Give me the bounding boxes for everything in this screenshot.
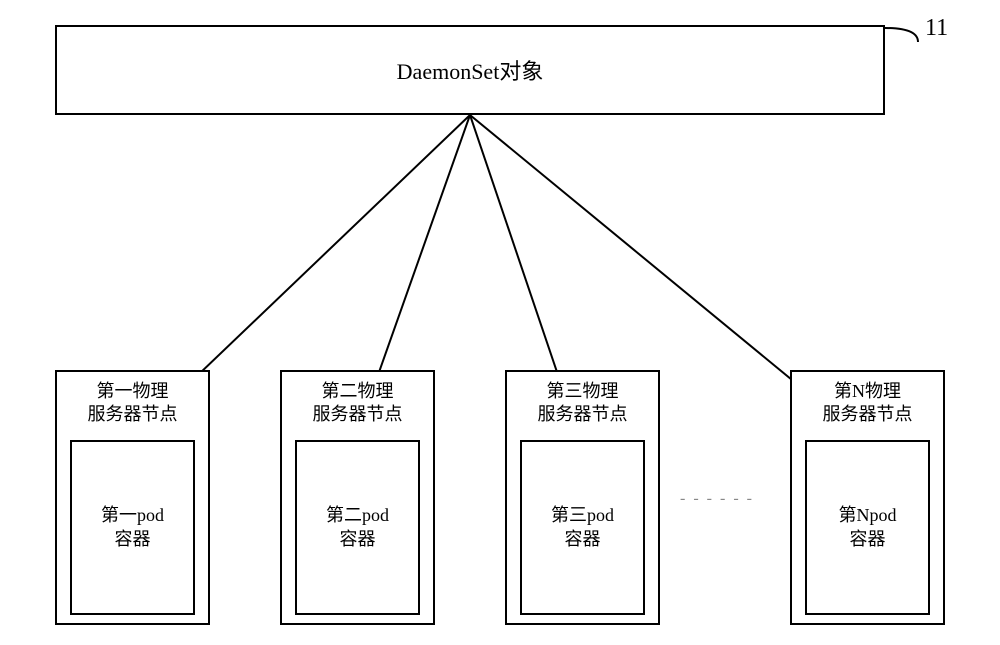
reference-leader-line	[885, 28, 918, 42]
server-label-line1: 第三物理	[538, 380, 628, 403]
pod-container: 第一pod容器	[70, 440, 195, 615]
pod-label-line1: 第三pod	[551, 504, 614, 527]
pod-container: 第Npod容器	[805, 440, 930, 615]
pod-container: 第三pod容器	[520, 440, 645, 615]
pod-container: 第二pod容器	[295, 440, 420, 615]
reference-number: 11	[925, 15, 948, 42]
pod-label-line1: 第Npod	[839, 504, 897, 527]
pod-label-line1: 第二pod	[326, 504, 389, 527]
pod-label-line2: 容器	[839, 528, 897, 551]
pod-label-line2: 容器	[326, 528, 389, 551]
arrows-group	[130, 115, 865, 440]
server-label: 第二物理服务器节点	[313, 380, 403, 427]
server-label-line2: 服务器节点	[88, 403, 178, 426]
reference-number-text: 11	[925, 15, 948, 41]
server-label: 第一物理服务器节点	[88, 380, 178, 427]
pod-label-line1: 第一pod	[101, 504, 164, 527]
pod-label: 第二pod容器	[326, 504, 389, 551]
daemonset-label: DaemonSet对象	[397, 54, 544, 86]
pod-label: 第三pod容器	[551, 504, 614, 551]
daemonset-box: DaemonSet对象	[55, 25, 885, 115]
server-label: 第N物理服务器节点	[823, 380, 913, 427]
server-label-line1: 第二物理	[313, 380, 403, 403]
server-label-line1: 第一物理	[88, 380, 178, 403]
pod-label: 第Npod容器	[839, 504, 897, 551]
ellipsis-text: - - - - - -	[680, 490, 754, 507]
reference-leader-path	[885, 28, 918, 42]
ellipsis-indicator: - - - - - -	[680, 490, 754, 508]
server-label-line2: 服务器节点	[313, 403, 403, 426]
pod-label-line2: 容器	[551, 528, 614, 551]
server-label-line1: 第N物理	[823, 380, 913, 403]
server-label-line2: 服务器节点	[823, 403, 913, 426]
pod-label: 第一pod容器	[101, 504, 164, 551]
pod-label-line2: 容器	[101, 528, 164, 551]
server-label: 第三物理服务器节点	[538, 380, 628, 427]
server-label-line2: 服务器节点	[538, 403, 628, 426]
